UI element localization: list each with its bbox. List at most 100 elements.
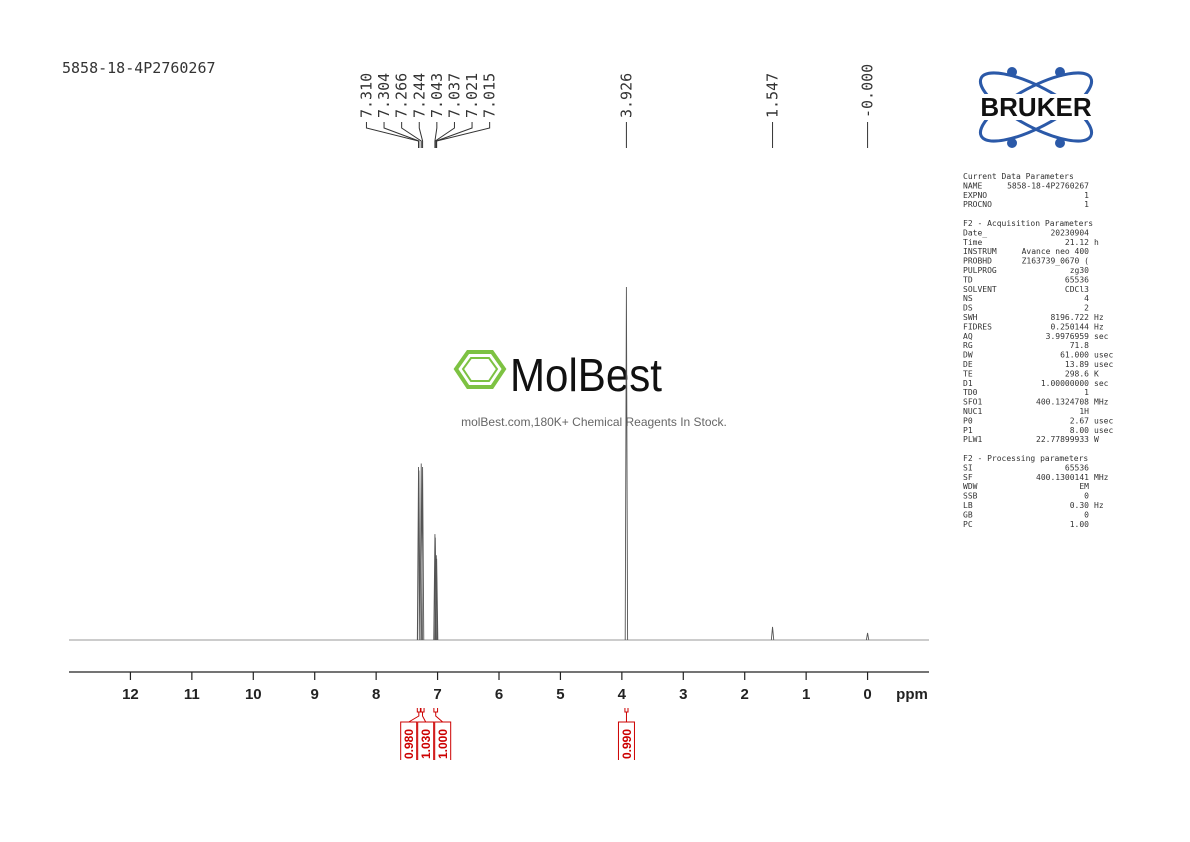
parameter-value: 22.77899933	[1036, 435, 1089, 444]
parameter-name: NUC1	[963, 407, 982, 416]
peak	[624, 286, 629, 641]
parameter-name: P1	[963, 426, 973, 435]
parameter-unit: sec	[1094, 379, 1109, 388]
peak-label: 7.015	[481, 73, 499, 118]
logo-text: BRUKER	[980, 92, 1091, 122]
parameter-name: PULPROG	[963, 266, 997, 275]
parameter-name: SOLVENT	[963, 285, 997, 294]
parameter-value: 8.00	[1070, 426, 1089, 435]
parameter-name: Date_	[963, 228, 987, 237]
peak-label: -0.000	[859, 64, 877, 118]
peak-label: 7.043	[428, 73, 446, 118]
parameter-name: SFO1	[963, 398, 982, 407]
parameter-unit: W	[1094, 435, 1099, 444]
integral-bracket	[617, 708, 635, 760]
parameter-value: 4	[1084, 294, 1089, 303]
parameter-name: D1	[963, 379, 973, 388]
parameter-name: SSB	[963, 492, 978, 501]
integral-label: 1.000	[436, 729, 450, 759]
parameter-name: PC	[963, 520, 973, 529]
parameter-value: EM	[1079, 482, 1089, 491]
parameter-value: 0	[1084, 492, 1089, 501]
parameter-name: PROBHD	[963, 257, 992, 266]
parameter-name: RG	[963, 341, 973, 350]
watermark: MolBest molBest.com,180K+ Chemical Reage…	[453, 349, 727, 429]
parameter-value: 400.1324708	[1036, 398, 1089, 407]
peak-label: 7.266	[393, 73, 411, 118]
parameter-value: 21.12	[1065, 238, 1089, 247]
integral-bracket	[400, 708, 421, 760]
x-axis-label: ppm	[896, 686, 928, 703]
parameter-group-title: F2 - Processing parameters	[963, 454, 1088, 463]
parameter-name: PROCNO	[963, 200, 992, 209]
parameter-unit: sec	[1094, 332, 1109, 341]
parameter-name: NAME	[963, 181, 982, 190]
peak-label: 7.310	[357, 73, 375, 118]
x-tick-label: 1	[802, 686, 810, 703]
parameter-name: Time	[963, 238, 982, 247]
x-tick-label: 6	[495, 686, 503, 703]
peak	[865, 632, 870, 641]
parameter-name: INSTRUM	[963, 247, 997, 256]
parameter-value: 1H	[1079, 407, 1089, 416]
x-tick-label: 10	[245, 686, 262, 703]
peak-connector	[436, 122, 491, 148]
parameter-value: 2.67	[1070, 416, 1089, 425]
parameter-unit: K	[1094, 369, 1099, 378]
peak	[435, 558, 439, 641]
parameter-unit: usec	[1094, 351, 1113, 360]
parameter-value: 8196.722	[1050, 313, 1089, 322]
x-tick-label: 3	[679, 686, 687, 703]
x-tick-label: 8	[372, 686, 380, 703]
parameter-value: 13.89	[1065, 360, 1089, 369]
bruker-logo: BRUKER	[958, 67, 1115, 148]
parameter-value: zg30	[1070, 266, 1089, 275]
parameter-unit: usec	[1094, 426, 1113, 435]
parameter-value: 65536	[1065, 275, 1089, 284]
x-tick-label: 9	[311, 686, 319, 703]
parameter-value: 1	[1084, 200, 1089, 209]
parameter-name: SF	[963, 473, 973, 482]
parameter-name: GB	[963, 510, 973, 519]
peak-label: 1.547	[764, 73, 782, 118]
parameter-value: 0.30	[1070, 501, 1089, 510]
parameter-value: 71.8	[1070, 341, 1089, 350]
x-tick-label: 7	[433, 686, 441, 703]
parameter-value: 0	[1084, 510, 1089, 519]
parameter-value: 400.1300141	[1036, 473, 1089, 482]
peak-label: 7.037	[445, 73, 463, 118]
peak-connector	[401, 122, 422, 148]
parameter-value: 1.00	[1070, 520, 1089, 529]
parameter-name: PLW1	[963, 435, 982, 444]
parameter-value: 1	[1084, 191, 1089, 200]
parameter-name: WDW	[963, 482, 978, 491]
x-tick-label: 2	[741, 686, 749, 703]
parameter-unit: h	[1094, 238, 1099, 247]
integral-label: 1.030	[419, 729, 433, 759]
parameter-value: 1	[1084, 388, 1089, 397]
parameter-name: SWH	[963, 313, 978, 322]
peak	[417, 470, 421, 641]
x-tick-label: 4	[618, 686, 627, 703]
parameter-name: TE	[963, 369, 973, 378]
peak-connector	[383, 122, 420, 148]
parameter-unit: MHz	[1094, 473, 1109, 482]
parameter-name: TD	[963, 275, 973, 284]
parameter-value: 0.250144	[1050, 322, 1089, 331]
peak-label: 7.021	[463, 73, 481, 118]
parameter-unit: MHz	[1094, 398, 1109, 407]
parameter-name: EXPNO	[963, 191, 987, 200]
parameter-name: P0	[963, 416, 973, 425]
parameter-value: 65536	[1065, 463, 1089, 472]
peak	[420, 467, 425, 641]
peak-connector	[418, 122, 424, 148]
parameter-value: 20230904	[1050, 228, 1089, 237]
integral-label: 0.990	[620, 729, 634, 759]
watermark-brand: MolBest	[510, 349, 662, 401]
integral-label: 0.980	[402, 729, 416, 759]
parameter-value: 61.000	[1060, 351, 1089, 360]
watermark-tagline: molBest.com,180K+ Chemical Reagents In S…	[461, 415, 727, 429]
parameter-name: TD0	[963, 388, 978, 397]
